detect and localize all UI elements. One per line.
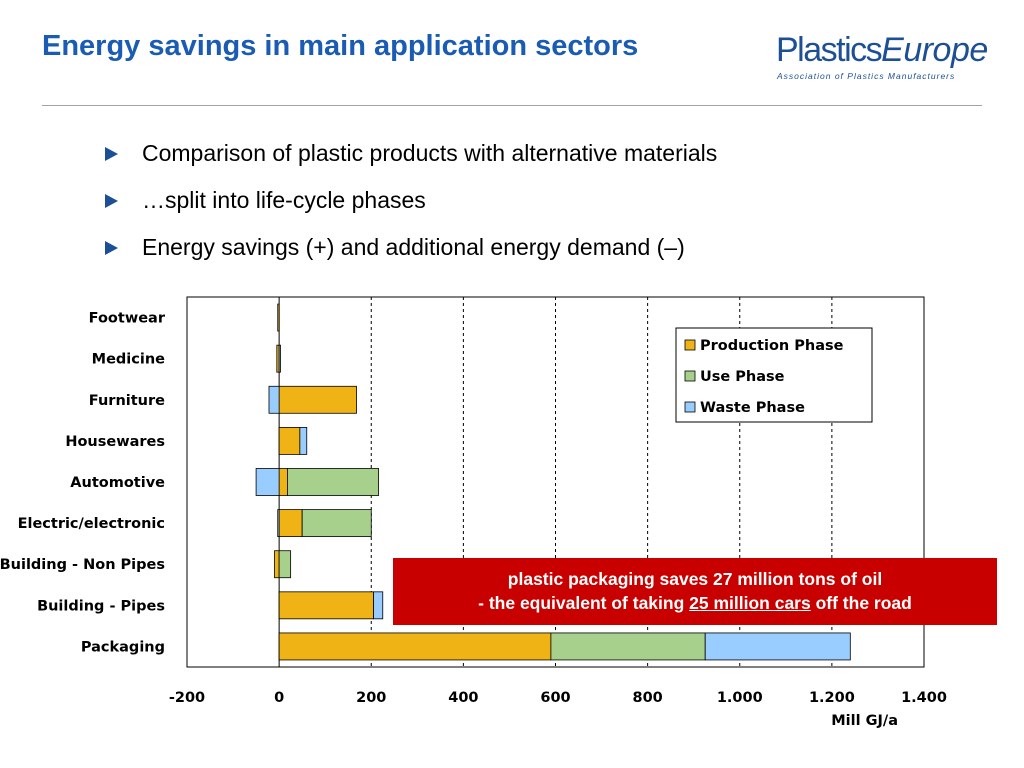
logo-word-europe: Europe bbox=[881, 31, 988, 69]
bullet-item: Comparison of plastic products with alte… bbox=[105, 130, 717, 177]
bullet-item: Energy savings (+) and additional energy… bbox=[105, 224, 717, 271]
bullet-text: Energy savings (+) and additional energy… bbox=[142, 234, 685, 260]
bar-use-phase bbox=[550, 632, 706, 661]
x-tick-label: 0 bbox=[274, 690, 284, 706]
category-label: Electric/electronic bbox=[18, 516, 165, 532]
category-label: Furniture bbox=[89, 393, 165, 409]
legend-box bbox=[675, 327, 873, 423]
bar-use-phase bbox=[278, 550, 292, 579]
legend-label: Production Phase bbox=[700, 338, 844, 354]
x-tick-label: 400 bbox=[448, 690, 478, 706]
bullet-list: Comparison of plastic products with alte… bbox=[105, 130, 717, 271]
logo-word-plastics: Plastics bbox=[776, 31, 883, 69]
bullet-arrow-icon bbox=[105, 193, 118, 208]
x-tick-label: 800 bbox=[632, 690, 662, 706]
x-tick-label: 1.000 bbox=[717, 690, 763, 706]
bar-waste-phase bbox=[268, 385, 280, 414]
category-label: Building - Non Pipes bbox=[0, 557, 165, 573]
legend-swatch bbox=[684, 401, 696, 413]
category-label: Building - Pipes bbox=[37, 598, 165, 614]
bar-production-phase bbox=[278, 591, 374, 620]
bar-production-phase bbox=[278, 632, 552, 661]
x-tick-label: 200 bbox=[356, 690, 386, 706]
x-tick-label: 600 bbox=[540, 690, 570, 706]
bar-waste-phase bbox=[704, 632, 851, 661]
bar-waste-phase bbox=[277, 509, 280, 538]
bar-production-phase bbox=[278, 468, 288, 496]
bar-waste-phase bbox=[299, 426, 308, 455]
x-axis-label: Mill GJ/a bbox=[831, 713, 898, 729]
bar-waste-phase bbox=[373, 591, 384, 620]
category-label: Housewares bbox=[65, 434, 165, 450]
packaging-callout: plastic packaging saves 27 million tons … bbox=[393, 558, 997, 625]
callout-line-1: plastic packaging saves 27 million tons … bbox=[507, 569, 883, 589]
callout-line-2-end: off the road bbox=[810, 593, 912, 613]
bar-production-phase bbox=[278, 426, 301, 455]
bullet-item: …split into life-cycle phases bbox=[105, 177, 717, 224]
bullet-text: Comparison of plastic products with alte… bbox=[142, 140, 718, 166]
bar-production-phase bbox=[277, 303, 280, 332]
category-label: Footwear bbox=[89, 311, 166, 327]
bar-waste-phase bbox=[255, 468, 280, 496]
bar-use-phase bbox=[287, 468, 380, 496]
title-divider bbox=[42, 105, 982, 106]
bullet-arrow-icon bbox=[105, 146, 118, 161]
callout-underlined-text: 25 million cars bbox=[689, 593, 811, 613]
x-tick-label: 1.400 bbox=[901, 690, 947, 706]
plasticseurope-logo: PlasticsEurope Association of Plastics M… bbox=[776, 30, 988, 86]
legend-label: Waste Phase bbox=[700, 400, 805, 416]
slide-title: Energy savings in main application secto… bbox=[42, 30, 639, 62]
bullet-arrow-icon bbox=[105, 240, 118, 255]
logo-tagline: Association of Plastics Manufacturers bbox=[777, 71, 956, 81]
legend-swatch bbox=[684, 339, 696, 351]
bar-production-phase bbox=[274, 550, 280, 579]
x-tick-label: 1.200 bbox=[809, 690, 855, 706]
x-tick-label: -200 bbox=[169, 690, 205, 706]
legend-label: Use Phase bbox=[700, 369, 785, 385]
bar-use-phase bbox=[301, 509, 372, 538]
legend-swatch bbox=[684, 370, 696, 382]
bar-waste-phase bbox=[278, 344, 281, 373]
callout-line-2-start: - the equivalent of taking bbox=[478, 593, 690, 613]
category-label: Automotive bbox=[70, 475, 165, 491]
bar-production-phase bbox=[278, 509, 303, 538]
bullet-text: …split into life-cycle phases bbox=[142, 187, 426, 213]
callout-line-2: - the equivalent of taking 25 million ca… bbox=[393, 591, 997, 615]
logo-wordmark: PlasticsEurope bbox=[776, 30, 988, 70]
category-label: Packaging bbox=[81, 639, 165, 655]
category-label: Medicine bbox=[92, 352, 166, 368]
bar-production-phase bbox=[278, 385, 357, 414]
